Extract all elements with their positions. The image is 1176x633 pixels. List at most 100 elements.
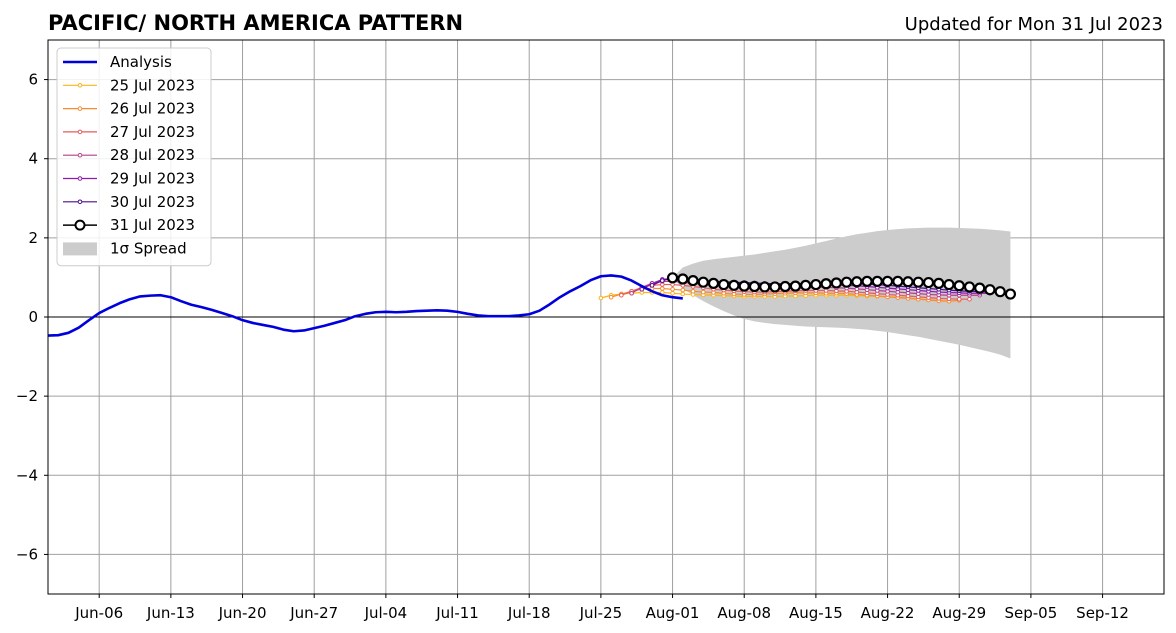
legend-entry: 25 Jul 2023 [63,76,195,94]
forecast-point [1004,288,1017,300]
y-tick-label: −2 [16,387,38,405]
forecast-point [779,280,791,293]
legend-label: 25 Jul 2023 [110,76,195,94]
forecast-point [800,279,812,291]
x-tick-label: Jul-11 [435,604,479,622]
legend-marker [77,199,83,205]
legend-label: 31 Jul 2023 [110,216,195,234]
forecast-point [881,275,894,287]
forecast-point [728,279,740,291]
legend-label: 1σ Spread [110,239,187,257]
forecast-point [810,278,822,291]
forecast-point [670,290,675,296]
forecast-point [902,276,914,288]
x-tick-label: Sep-12 [1076,604,1129,622]
x-tick-label: Aug-08 [717,604,771,622]
forecast-point [670,287,675,292]
legend-label: 29 Jul 2023 [110,170,195,188]
forecast-series [666,272,1017,300]
y-tick-label: −4 [16,466,38,484]
analysis-line [47,274,683,337]
x-tick-label: Jul-18 [507,604,551,622]
legend-entry: 1σ Spread [63,239,187,257]
legend-marker [77,176,83,181]
forecast-point [677,273,689,285]
x-tick-label: Jun-13 [146,604,195,622]
forecast-point [946,296,952,302]
forecast-point [718,278,730,291]
forecast-point [700,289,706,295]
legend-entry: 26 Jul 2023 [63,100,195,118]
x-tick-label: Jul-25 [579,604,623,622]
x-tick-label: Jun-20 [218,604,267,622]
x-tick-label: Aug-15 [789,604,843,622]
forecast-point [936,296,942,301]
forecast-point [660,278,665,283]
chart-subtitle: Updated for Mon 31 Jul 2023 [905,14,1163,35]
forecast-point [649,283,655,288]
x-tick-label: Jun-27 [289,604,338,622]
forecast-point [697,276,709,288]
forecast-point [687,274,699,287]
y-tick-label: 0 [28,308,38,326]
legend-entry: 29 Jul 2023 [63,170,195,188]
forecast-point [759,281,771,293]
forecast-point [769,281,781,293]
x-tick-label: Jun-06 [74,604,123,622]
forecast-point [922,276,935,289]
forecast-point [619,292,624,298]
forecast-point [912,276,924,288]
legend-entry: 31 Jul 2023 [63,216,195,234]
y-tick-label: 2 [28,229,38,247]
y-tick-label: −6 [16,545,38,563]
legend-entry: 28 Jul 2023 [63,146,195,164]
forecast-point [956,296,962,302]
legend-marker [77,129,83,135]
forecast-point [789,280,802,292]
forecast-point [953,280,965,292]
legend-label: 27 Jul 2023 [110,123,195,141]
legend-marker [77,83,83,88]
forecast-point [738,280,750,292]
legend-entry: 27 Jul 2023 [63,123,195,141]
forecast-point [943,278,955,291]
forecast-point [660,286,665,291]
legend-label: 28 Jul 2023 [110,146,195,164]
x-tick-label: Aug-01 [646,604,700,622]
forecast-point [830,277,842,289]
forecast-point [963,281,976,293]
chart-title: PACIFIC/ NORTH AMERICA PATTERN [48,11,463,35]
forecast-layer [598,272,1017,304]
x-tick-label: Aug-22 [861,604,915,622]
forecast-point [871,275,883,287]
forecast-point [933,277,945,289]
forecast-point [707,277,720,289]
legend-marker [77,152,83,158]
forecast-point [892,275,904,287]
forecast-point [598,295,604,301]
legend-entry: 30 Jul 2023 [63,193,195,211]
forecast-point [820,278,832,290]
forecast-point [861,275,873,287]
forecast-point [841,276,853,288]
legend-label: 26 Jul 2023 [110,100,195,118]
forecast-point [680,291,686,297]
legend: Analysis 25 Jul 2023 26 Jul 2023 27 Jul 202… [56,47,212,267]
forecast-point [974,282,986,294]
legend-marker [74,219,86,231]
analysis-layer [47,274,683,337]
forecast-point [666,272,679,284]
forecast-point [608,294,614,300]
x-tick-label: Aug-29 [932,604,986,622]
forecast-point [748,280,761,293]
legend-label: Analysis [110,53,172,71]
forecast-point [851,276,863,288]
legend-swatch [63,242,97,256]
axis-ticks: Jun-06 Jun-13 Jun-20 Jun-27 Jul-04 Jul-11 Jul-… [16,71,1129,622]
legend-marker [77,106,83,111]
x-tick-label: Sep-05 [1005,604,1058,622]
x-tick-label: Jul-04 [364,604,408,622]
forecast-point [994,286,1006,298]
legend-box [56,47,212,267]
